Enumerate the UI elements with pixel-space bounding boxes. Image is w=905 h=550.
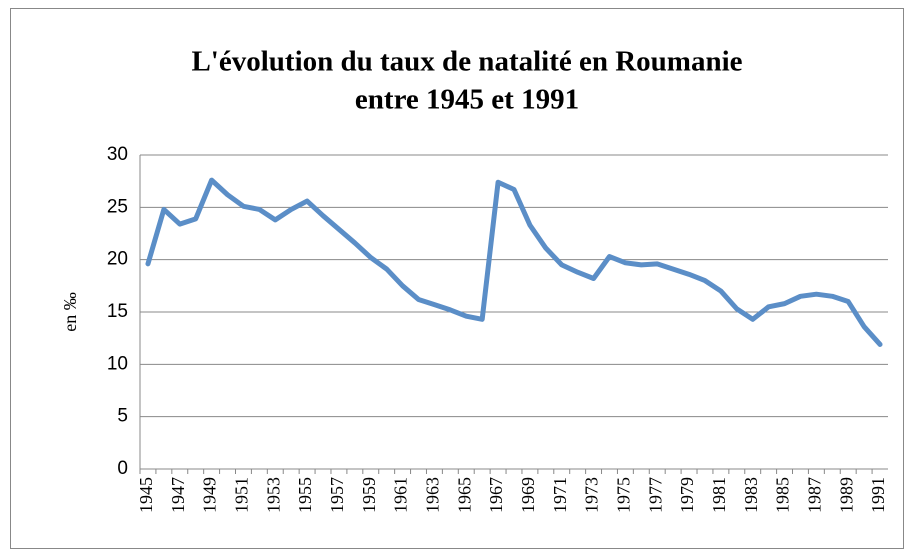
chart-title: L'évolution du taux de natalité en Rouma…: [191, 46, 742, 78]
x-tick-label: 1963: [423, 477, 443, 513]
chart-title: entre 1945 et 1991: [355, 84, 579, 116]
x-tick-label: 1985: [773, 477, 793, 513]
x-tick-label: 1951: [232, 477, 252, 513]
x-tick-label: 1955: [295, 477, 315, 513]
y-tick-label: 20: [107, 249, 128, 270]
y-tick-label: 10: [107, 353, 128, 374]
y-tick-label: 15: [107, 301, 128, 322]
x-tick-label: 1975: [614, 477, 634, 513]
x-tick-label: 1953: [263, 477, 283, 513]
x-tick-label: 1989: [836, 477, 856, 513]
x-tick-label: 1971: [550, 477, 570, 513]
x-tick-label: 1945: [136, 477, 156, 513]
x-tick-label: 1983: [741, 477, 761, 513]
y-tick-label: 0: [117, 458, 128, 479]
chart-border: [10, 8, 904, 549]
y-axis-label: en ‰: [60, 292, 80, 332]
x-tick-label: 1969: [518, 477, 538, 513]
x-tick-label: 1967: [486, 477, 506, 513]
x-tick-label: 1987: [805, 477, 825, 513]
x-tick-label: 1981: [709, 477, 729, 513]
x-tick-label: 1949: [200, 477, 220, 513]
x-tick-label: 1979: [677, 477, 697, 513]
y-tick-label: 30: [107, 144, 128, 165]
x-tick-label: 1947: [168, 477, 188, 513]
data-line: [145, 177, 883, 347]
x-tick-label: 1973: [582, 477, 602, 513]
x-tick-label: 1991: [868, 477, 888, 513]
x-tick-label: 1957: [327, 477, 347, 513]
x-tick-label: 1977: [645, 477, 665, 513]
y-tick-label: 5: [117, 406, 128, 427]
y-tick-label: 25: [107, 196, 128, 217]
x-tick-label: 1959: [359, 477, 379, 513]
x-tick-label: 1965: [454, 477, 474, 513]
x-tick-label: 1961: [391, 477, 411, 513]
